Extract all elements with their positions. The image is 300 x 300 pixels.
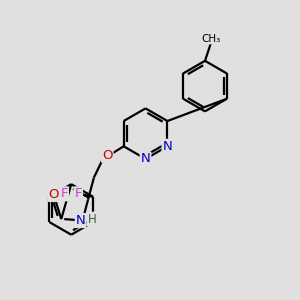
Text: N: N [141, 152, 150, 165]
Text: H: H [88, 213, 96, 226]
Text: O: O [49, 188, 59, 201]
Text: N: N [76, 214, 85, 227]
Text: N: N [163, 140, 172, 153]
Text: CH₃: CH₃ [201, 34, 220, 44]
Text: O: O [102, 149, 112, 162]
Text: F: F [61, 187, 68, 200]
Text: F: F [74, 187, 82, 200]
